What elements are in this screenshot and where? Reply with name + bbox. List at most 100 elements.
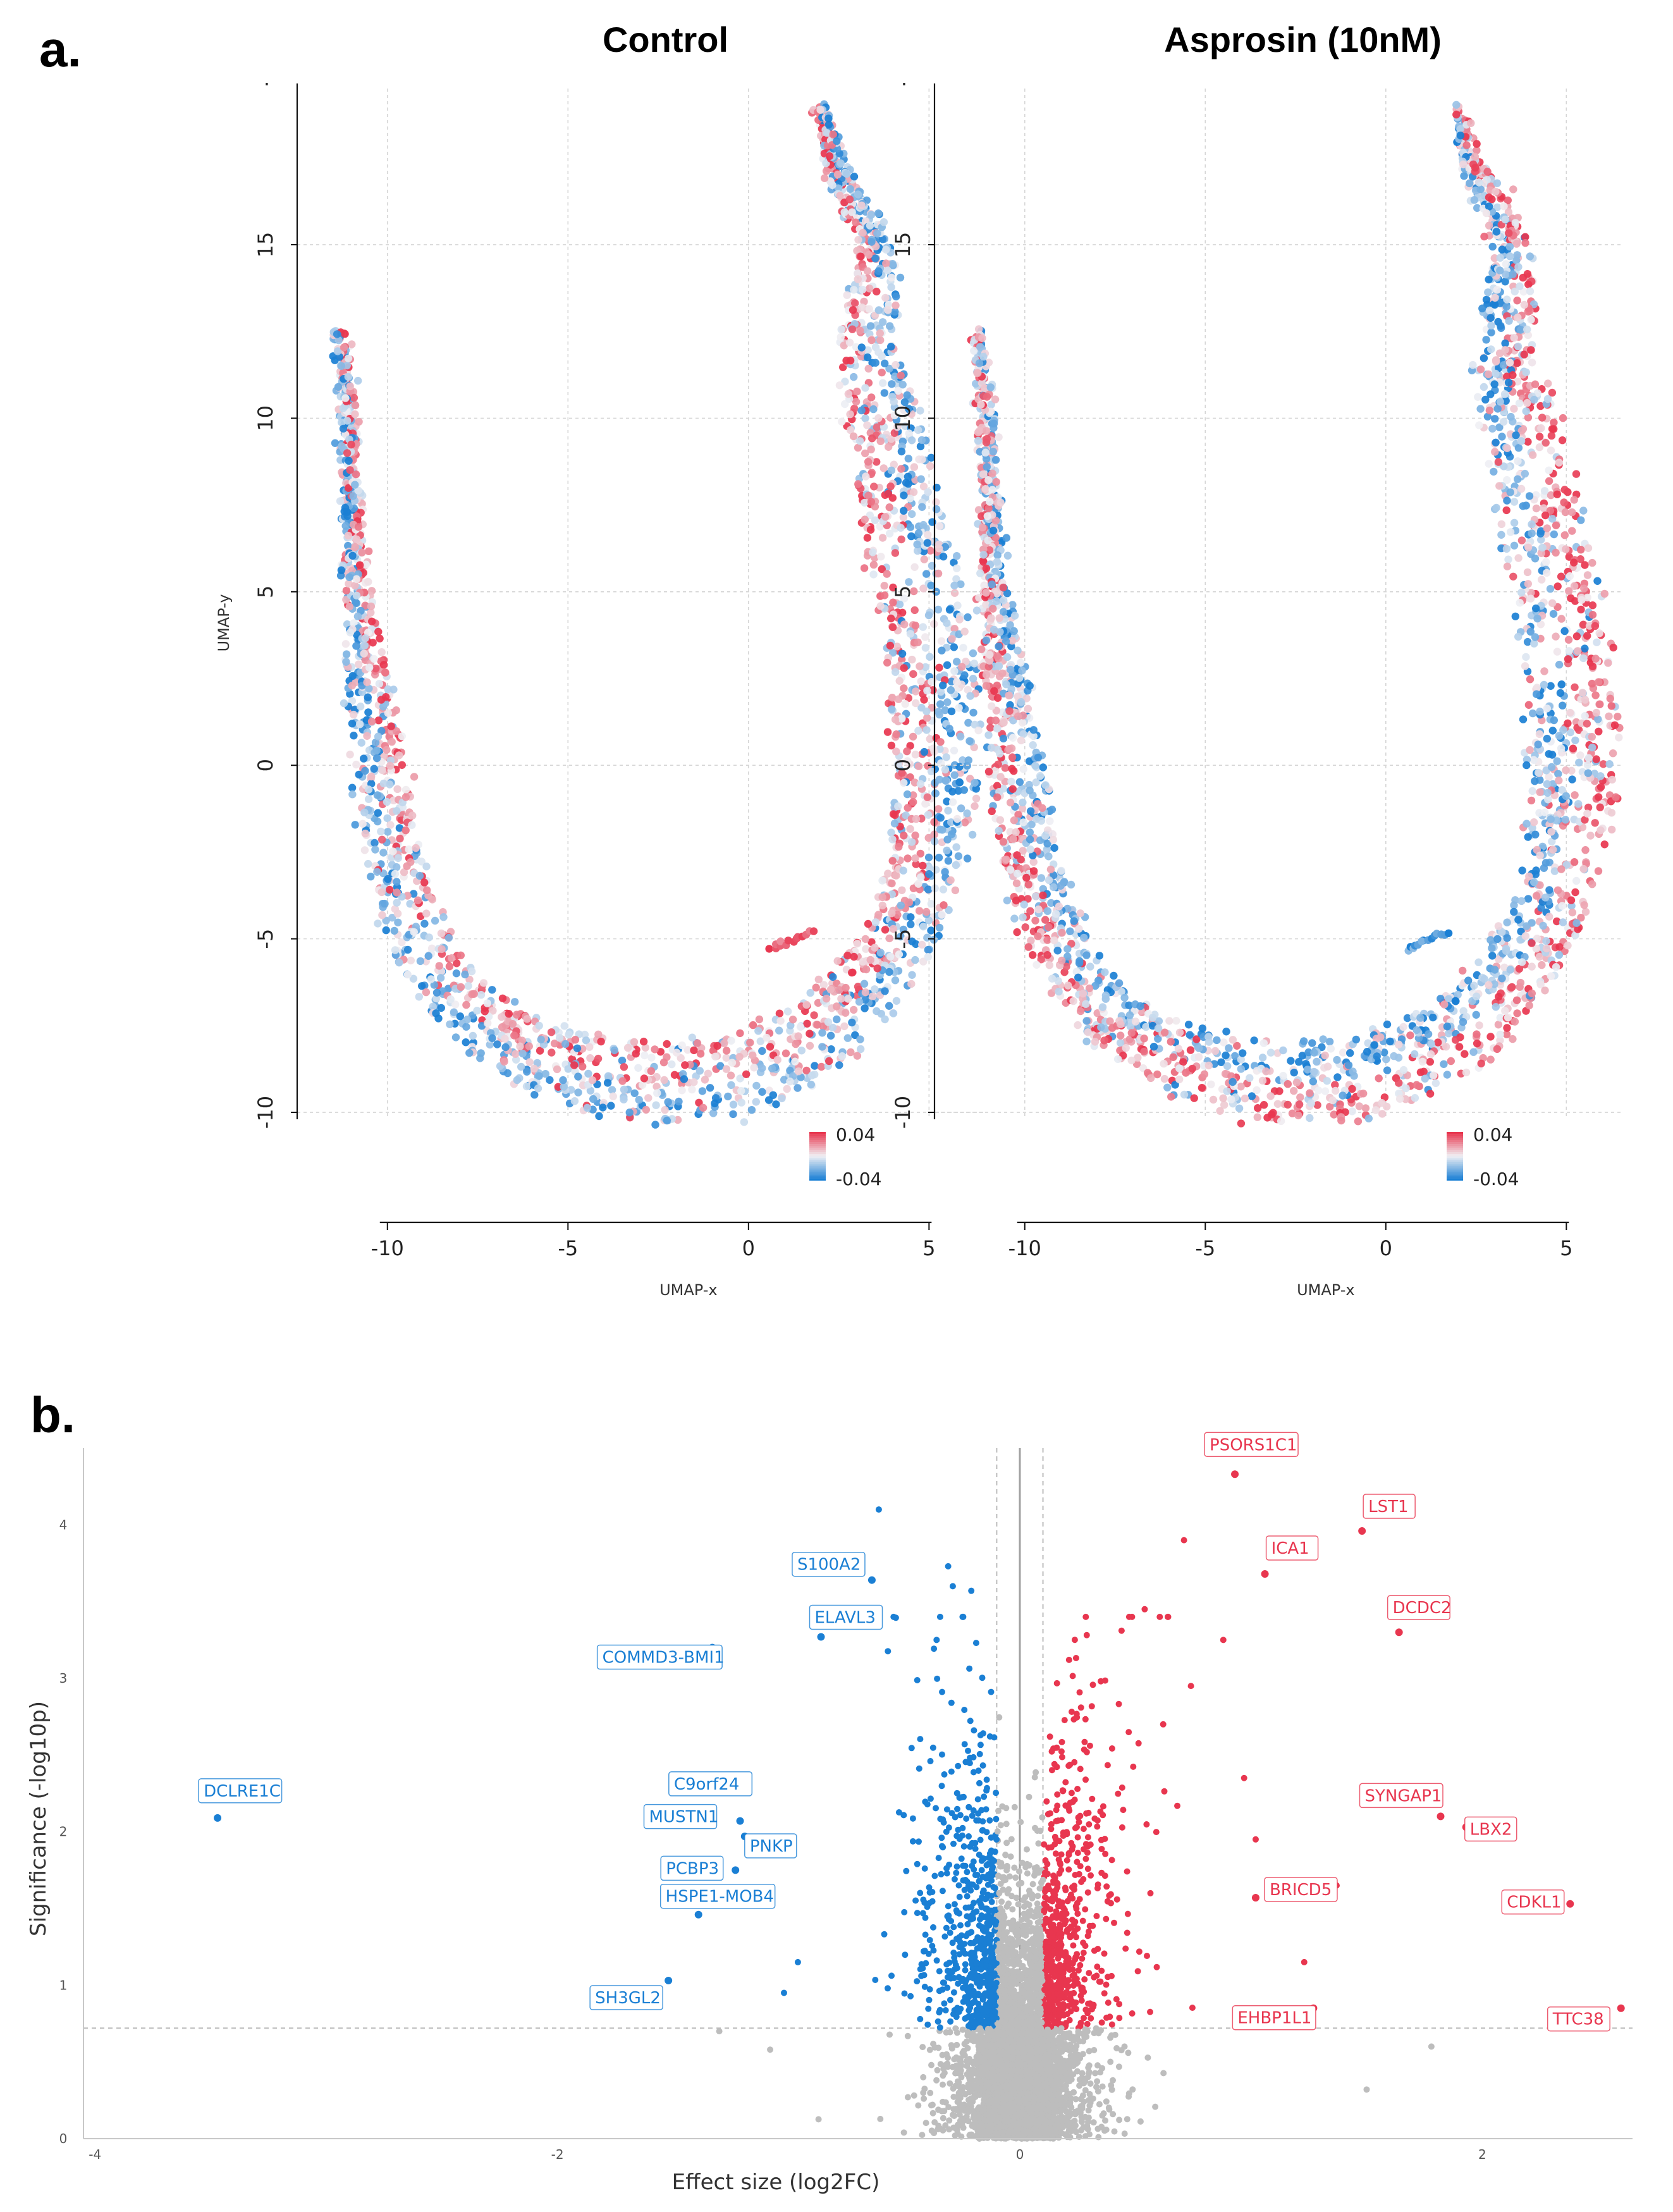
umap-point <box>1550 425 1558 433</box>
umap-point <box>938 646 946 654</box>
umap-point <box>1491 966 1499 974</box>
umap-point <box>1596 803 1604 811</box>
umap-point <box>939 681 947 690</box>
umap-point <box>1528 787 1536 796</box>
umap-point <box>950 581 959 590</box>
umap-point <box>522 1082 531 1091</box>
umap-ytick-label: 15 <box>254 232 278 258</box>
umap-point <box>1500 202 1508 211</box>
umap-point <box>392 706 400 715</box>
umap-point <box>986 723 995 732</box>
umap-point <box>899 513 908 522</box>
umap-point <box>960 671 969 679</box>
umap-point <box>1577 546 1585 554</box>
umap-point <box>583 1103 591 1112</box>
umap-point <box>889 810 898 818</box>
umap-point <box>829 973 837 981</box>
umap-point <box>1538 575 1546 584</box>
umap-point <box>865 305 874 313</box>
umap-point <box>868 434 876 443</box>
umap-point <box>1517 588 1526 597</box>
umap-point <box>364 859 372 868</box>
umap-point <box>373 791 382 799</box>
umap-point <box>1502 947 1511 955</box>
umap-point <box>1473 1030 1481 1038</box>
umap-point <box>914 529 923 538</box>
umap-point <box>853 387 861 396</box>
umap-point <box>840 1022 849 1031</box>
umap-point <box>981 448 990 457</box>
umap-point <box>432 994 441 1003</box>
umap-point <box>935 710 944 719</box>
umap-point <box>346 751 354 759</box>
umap-point <box>749 1051 757 1060</box>
umap-point <box>982 564 991 573</box>
umap-point <box>850 286 858 294</box>
umap-point <box>960 786 969 794</box>
umap-point <box>1562 766 1570 775</box>
umap-point <box>747 1106 756 1114</box>
umap-point <box>1009 835 1017 843</box>
umap-point <box>919 482 928 491</box>
umap-point <box>849 306 857 314</box>
umap-point <box>384 875 392 883</box>
umap-point <box>1520 300 1528 309</box>
umap-point <box>1006 866 1015 874</box>
umap-point <box>352 591 361 599</box>
umap-point <box>609 1092 617 1100</box>
umap-xtick-label: 0 <box>742 1236 755 1260</box>
umap-point <box>881 987 889 995</box>
umap-point <box>1167 1038 1175 1046</box>
umap-point <box>1594 715 1602 723</box>
umap-point <box>889 649 897 657</box>
umap-point <box>423 886 431 894</box>
umap-point <box>1523 922 1531 930</box>
umap-point <box>1484 288 1492 297</box>
umap-point <box>393 888 401 897</box>
umap-point <box>900 832 908 840</box>
umap-point <box>1478 304 1486 312</box>
umap-point <box>1604 659 1612 667</box>
umap-point <box>948 798 957 806</box>
umap-point <box>740 1118 749 1126</box>
umap-title-control: Control <box>603 20 728 59</box>
umap-point <box>1474 958 1483 966</box>
umap-point <box>409 974 418 983</box>
umap-point <box>840 208 849 216</box>
umap-point <box>663 1040 671 1048</box>
umap-point <box>861 988 870 997</box>
umap-point <box>353 612 362 620</box>
umap-point <box>953 601 962 610</box>
umap-point <box>389 685 398 694</box>
umap-point <box>976 720 984 728</box>
umap-point <box>678 1041 686 1050</box>
umap-point <box>1306 1114 1314 1122</box>
umap-point <box>1529 756 1538 765</box>
umap-legend-swatch <box>809 1144 826 1146</box>
umap-point <box>369 639 377 647</box>
umap-point <box>508 1020 517 1028</box>
umap-point <box>393 899 401 907</box>
umap-point <box>1514 632 1523 641</box>
umap-point <box>939 885 948 894</box>
umap-point <box>489 1007 497 1015</box>
umap-point <box>1241 1094 1249 1103</box>
umap-point <box>618 1077 627 1085</box>
umap-point <box>861 1004 869 1012</box>
umap-point <box>938 911 946 919</box>
umap-point <box>1045 876 1053 885</box>
umap-point <box>926 653 934 661</box>
umap-point <box>791 1057 799 1066</box>
umap-point <box>342 650 351 658</box>
umap-point <box>869 548 877 556</box>
umap-point <box>1034 932 1042 940</box>
umap-point <box>1503 496 1511 505</box>
umap-point <box>1588 662 1597 671</box>
umap-point <box>860 564 869 572</box>
umap-point <box>947 830 956 839</box>
umap-point <box>1275 1087 1284 1095</box>
umap-point <box>993 694 1002 702</box>
umap-point <box>802 1000 811 1009</box>
umap-point <box>1529 709 1537 718</box>
